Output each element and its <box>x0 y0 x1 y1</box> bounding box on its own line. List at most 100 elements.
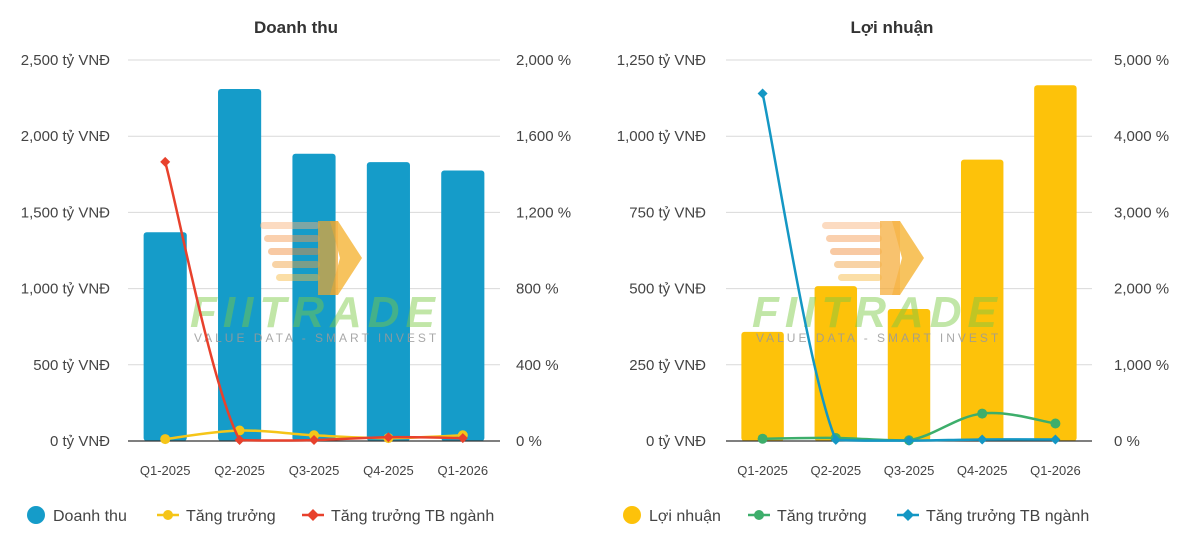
legend-swatch <box>27 506 45 524</box>
y-left-tick-label: 250 tỷ VNĐ <box>629 357 706 374</box>
watermark-stripe <box>276 274 320 281</box>
bar <box>741 331 784 441</box>
data-point <box>757 88 768 99</box>
x-tick-label: Q4-2025 <box>363 463 414 478</box>
y-right-tick-label: 1,600 % <box>516 128 571 145</box>
legend-label: Tăng trưởng TB ngành <box>926 508 1089 525</box>
y-right-tick-label: 2,000 % <box>1114 281 1169 298</box>
data-point <box>757 433 768 444</box>
data-point <box>160 156 171 167</box>
data-point <box>1050 434 1061 445</box>
y-right-tick-label: 3,000 % <box>1114 204 1169 221</box>
legend-item: Doanh thu <box>27 506 127 525</box>
data-point <box>457 433 468 444</box>
watermark-block <box>318 221 338 295</box>
watermark-tagline: VALUE DATA - SMART INVEST <box>194 331 439 345</box>
legend-marker <box>902 509 914 521</box>
y-right-tick-label: 4,000 % <box>1114 128 1169 145</box>
watermark-stripe <box>260 222 320 229</box>
data-point <box>977 434 988 445</box>
y-right-tick-label: 400 % <box>516 357 559 374</box>
legend-item: Tăng trưởng TB ngành <box>302 508 494 525</box>
watermark-text: FIITRADE <box>190 288 441 337</box>
x-tick-label: Q2-2025 <box>811 463 862 478</box>
data-point <box>383 432 394 443</box>
data-point <box>234 435 245 446</box>
watermark-stripe <box>264 235 320 242</box>
bar <box>1034 85 1077 441</box>
bar <box>143 232 187 441</box>
y-left-tick-label: 750 tỷ VNĐ <box>629 204 706 221</box>
bar <box>814 286 858 441</box>
legend-item: Tăng trưởng <box>157 508 276 525</box>
legend-label: Tăng trưởng TB ngành <box>331 508 494 525</box>
chart-title: Lợi nhuận <box>851 18 934 37</box>
bar <box>218 88 262 442</box>
x-tick-label: Q1-2026 <box>438 463 489 478</box>
data-point <box>160 434 171 445</box>
y-left-tick-label: 1,000 tỷ VNĐ <box>21 281 110 298</box>
legend-label: Doanh thu <box>53 508 127 525</box>
chart-title: Doanh thu <box>254 18 338 37</box>
x-tick-label: Q1-2026 <box>1030 463 1081 478</box>
y-left-tick-label: 0 tỷ VNĐ <box>646 433 706 450</box>
y-right-tick-label: 0 % <box>1114 433 1140 450</box>
legend-label: Lợi nhuận <box>649 508 721 525</box>
y-left-tick-label: 1,000 tỷ VNĐ <box>617 128 706 145</box>
chart-profit: Lợi nhuận 0 tỷ VNĐ 250 tỷ VNĐ 500 tỷ VNĐ 750… <box>617 18 1169 525</box>
bar <box>366 162 410 441</box>
watermark-stripe <box>834 261 882 268</box>
y-left-tick-label: 500 tỷ VNĐ <box>629 281 706 298</box>
legend-label: Tăng trưởng <box>777 508 867 525</box>
y-right-tick-label: 5,000 % <box>1114 52 1169 69</box>
series-line <box>761 93 1056 442</box>
watermark-stripe <box>830 248 882 255</box>
watermark-stripe <box>822 222 882 229</box>
y-right-tick-label: 1,200 % <box>516 204 571 221</box>
watermark-stripe <box>268 248 320 255</box>
legend-item: Tăng trưởng <box>748 508 867 525</box>
watermark-stripe <box>826 235 882 242</box>
y-right-tick-label: 0 % <box>516 433 542 450</box>
y-right-tick-label: 1,000 % <box>1114 357 1169 374</box>
legend-item: Lợi nhuận <box>623 506 721 525</box>
data-point <box>1050 418 1061 429</box>
legend-marker <box>754 510 764 520</box>
watermark-stripe <box>838 274 882 281</box>
y-right-tick-label: 2,000 % <box>516 52 571 69</box>
data-point <box>977 408 988 419</box>
x-tick-label: Q1-2025 <box>140 463 191 478</box>
data-point <box>309 435 319 446</box>
legend-item: Tăng trưởng TB ngành <box>897 508 1089 525</box>
legend-label: Tăng trưởng <box>186 508 276 525</box>
x-tick-label: Q3-2025 <box>289 463 340 478</box>
x-tick-label: Q4-2025 <box>957 463 1008 478</box>
legend-swatch <box>623 506 641 524</box>
y-left-tick-label: 2,000 tỷ VNĐ <box>21 128 110 145</box>
legend-marker <box>163 510 173 520</box>
y-left-tick-label: 1,500 tỷ VNĐ <box>21 204 110 221</box>
bar <box>887 309 931 441</box>
y-left-tick-label: 2,500 tỷ VNĐ <box>21 52 110 69</box>
y-left-tick-label: 1,250 tỷ VNĐ <box>617 52 706 69</box>
watermark-tagline: VALUE DATA - SMART INVEST <box>756 331 1001 345</box>
series-line <box>163 161 463 442</box>
data-point <box>830 434 841 445</box>
x-tick-label: Q2-2025 <box>214 463 265 478</box>
y-left-tick-label: 500 tỷ VNĐ <box>33 357 110 374</box>
data-point <box>904 435 914 446</box>
x-tick-label: Q3-2025 <box>884 463 935 478</box>
legend-marker <box>307 509 319 521</box>
bar <box>441 170 485 442</box>
x-tick-label: Q1-2025 <box>737 463 788 478</box>
watermark-stripe <box>272 261 320 268</box>
watermark-text: FIITRADE <box>752 288 1003 337</box>
chart-revenue: Doanh thu 0 tỷ VNĐ 500 tỷ VNĐ 1,000 tỷ VNĐ 1… <box>21 18 571 525</box>
watermark-block <box>880 221 900 295</box>
y-right-tick-label: 800 % <box>516 281 559 298</box>
bar <box>960 159 1004 441</box>
